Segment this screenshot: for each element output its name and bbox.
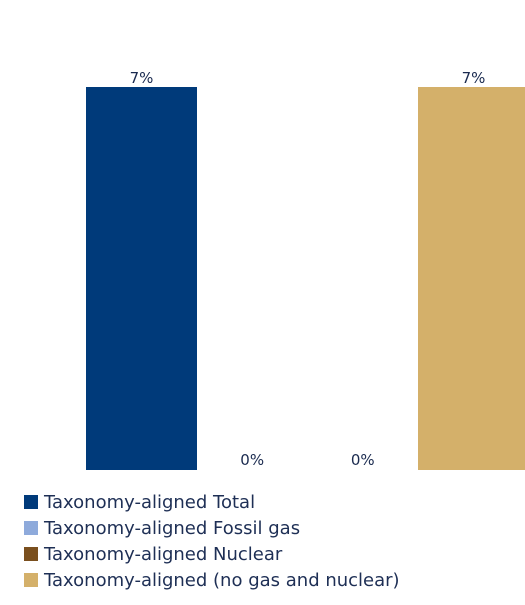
legend-swatch-4 xyxy=(24,573,38,587)
legend-label-1: Taxonomy-aligned Total xyxy=(44,491,256,513)
chart-legend: Taxonomy-aligned Total Taxonomy-aligned F… xyxy=(24,489,400,593)
data-label-1: 7% xyxy=(130,69,154,87)
bar-chart: 7% 0% 0% 7% xyxy=(86,69,525,470)
bar-1 xyxy=(86,87,197,470)
legend-item-2: Taxonomy-aligned Fossil gas xyxy=(24,515,400,541)
data-label-3: 0% xyxy=(351,451,375,469)
legend-item-1: Taxonomy-aligned Total xyxy=(24,489,400,515)
legend-swatch-3 xyxy=(24,547,38,561)
legend-item-4: Taxonomy-aligned (no gas and nuclear) xyxy=(24,567,400,593)
legend-item-3: Taxonomy-aligned Nuclear xyxy=(24,541,400,567)
legend-label-2: Taxonomy-aligned Fossil gas xyxy=(44,517,301,539)
bar-4 xyxy=(418,87,525,470)
data-label-2: 0% xyxy=(240,451,264,469)
legend-swatch-2 xyxy=(24,521,38,535)
data-label-4: 7% xyxy=(462,69,486,87)
legend-swatch-1 xyxy=(24,495,38,509)
legend-label-3: Taxonomy-aligned Nuclear xyxy=(44,543,283,565)
legend-label-4: Taxonomy-aligned (no gas and nuclear) xyxy=(44,569,400,591)
